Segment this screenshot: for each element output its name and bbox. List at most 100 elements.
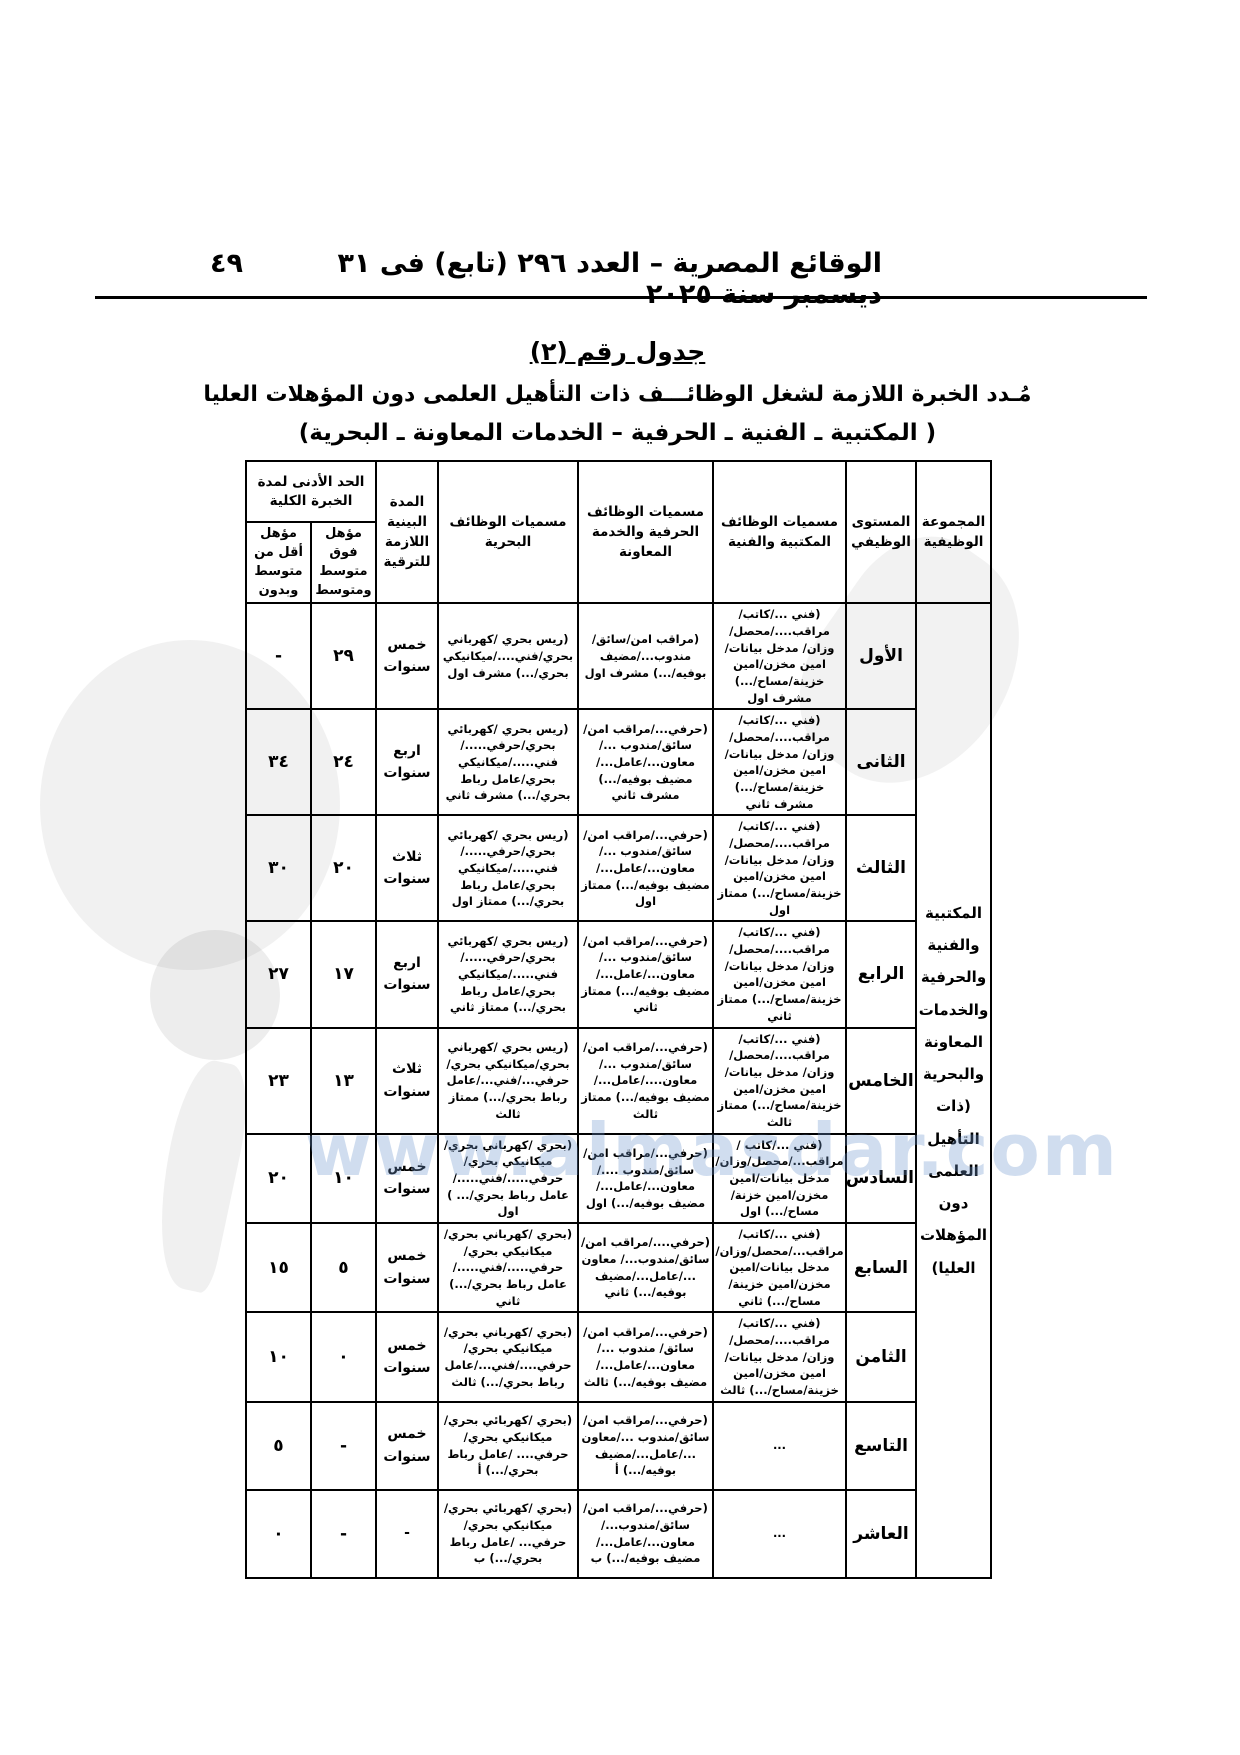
marine-cell: (بحري /كهربائي بحري/ميكانيكي بحري/حرفي..… xyxy=(437,1488,579,1579)
above-mid-cell: - xyxy=(310,1488,377,1579)
craft-cell: (حرفي.../مراقب امن/سائق/مندوب .../معاون.… xyxy=(577,920,714,1029)
office-cell: (فني .../كاتب/مراقب..../محصل/وزان/ مدخل … xyxy=(712,1311,847,1403)
col-header-duration: المدة البينية اللازمة للترقية xyxy=(375,459,439,605)
level-cell: الرابع xyxy=(845,920,917,1029)
below-mid-cell: ١٥ xyxy=(245,1221,312,1314)
col-header-group: المجموعة الوظيفية xyxy=(915,459,992,605)
duration-cell: ثلاث سنوات xyxy=(375,1026,439,1135)
duration-cell: - xyxy=(375,1488,439,1579)
craft-cell: (حرفي.../مراقب امن/سائق/مندوب ..../معاون… xyxy=(577,1132,714,1224)
below-mid-cell: ٠ xyxy=(245,1488,312,1579)
office-cell: ... xyxy=(712,1488,847,1579)
header-rule xyxy=(95,296,1147,299)
duration-cell: ثلاث سنوات xyxy=(375,814,439,923)
col-header-marine: مسميات الوظائف البحرية xyxy=(437,459,579,605)
craft-cell: (حرفي.../مراقب امن/سائق/مندوب .../معاون.… xyxy=(577,1026,714,1135)
table-row: الخامس (فني .../كاتب/مراقب..../محصل/وزان… xyxy=(245,1026,991,1135)
table-row: العاشر ... (حرفي.../مراقب امن/سائق/مندوب… xyxy=(245,1488,991,1579)
above-mid-cell: ١٣ xyxy=(310,1026,377,1135)
office-cell: (فني .../كاتب /مراقب.../محصل/وزان/مدخل ب… xyxy=(712,1132,847,1224)
craft-cell: (مراقب امن/سائق/مندوب.../مضيف بوفيه/...)… xyxy=(577,602,714,711)
craft-cell: (حرفي.../مراقب امن/سائق/مندوب.../ معاون.… xyxy=(577,1488,714,1579)
col-header-craft: مسميات الوظائف الحرفية والخدمة المعاونة xyxy=(577,459,714,605)
header-row-2: مؤهل فوق متوسط ومتوسط مؤهل أقل من متوسط … xyxy=(245,520,991,605)
level-cell: السابع xyxy=(845,1221,917,1314)
below-mid-cell: ٣٤ xyxy=(245,708,312,817)
experience-table: المجموعة الوظيفية المستوى الوظيفي مسميات… xyxy=(245,459,992,1579)
header-row-1: المجموعة الوظيفية المستوى الوظيفي مسميات… xyxy=(245,459,992,605)
craft-cell: (حرفي.../مراقب امن/سائق/مندوب .../معاون … xyxy=(577,1400,714,1491)
below-mid-cell: ٥ xyxy=(245,1400,312,1491)
below-mid-cell: ٣٠ xyxy=(245,814,312,923)
below-mid-cell: ٢٠ xyxy=(245,1132,312,1224)
marine-cell: (ريس بحري /كهربائي بحري/حرفي...../فني...… xyxy=(437,708,579,817)
office-cell: (فني .../كاتب/مراقب..../محصل/وزان/ مدخل … xyxy=(712,1026,847,1135)
table-subtitle-groups: ( المكتبية ـ الفنية ـ الحرفية – الخدمات … xyxy=(298,420,937,446)
group-cell: المكتبية والفنية والحرفية والخدمات المعا… xyxy=(915,602,992,1579)
office-cell: (فني .../كاتب/مراقب..../محصل/وزان/ مدخل … xyxy=(712,602,847,711)
col-header-above-mid: مؤهل فوق متوسط ومتوسط xyxy=(310,520,377,605)
marine-cell: (ريس بحري /كهرباني بحري/ميكانيكي بحري/حر… xyxy=(437,1026,579,1135)
table-row: التاسع ... (حرفي.../مراقب امن/سائق/مندوب… xyxy=(245,1400,991,1491)
below-mid-cell: - xyxy=(245,602,312,711)
watermark-feather-shape xyxy=(141,1055,259,1295)
table-row: المكتبية والفنية والحرفية والخدمات المعا… xyxy=(245,602,992,1579)
above-mid-cell: ٥ xyxy=(310,1221,377,1314)
level-cell: العاشر xyxy=(845,1488,917,1579)
col-header-min-experience: الحد الأدنى لمدة الخبرة الكلية xyxy=(245,460,377,523)
col-header-office: مسميات الوظائف المكتبية والفنية xyxy=(712,459,847,605)
marine-cell: (بحري /كهربائي بحري/ميكانيكي بحري/حرفي..… xyxy=(437,1400,579,1491)
marine-cell: (بحري /كهرباني بحري/ميكانيكي بحري/حرفي..… xyxy=(437,1221,579,1314)
level-cell: الثامن xyxy=(845,1311,917,1403)
table-row: الثانى (فني .../كاتب/مراقب..../محصل/وزان… xyxy=(245,708,991,817)
office-cell: (فني .../كاتب/مراقب..../محصل/وزان/ مدخل … xyxy=(712,920,847,1029)
marine-cell: (ريس بحري /كهربائي بحري/حرفي...../فني...… xyxy=(437,920,579,1029)
above-mid-cell: ١٠ xyxy=(310,1132,377,1224)
marine-cell: (بحري /كهرباني بحري/ميكانيكي بحري/حرفي..… xyxy=(437,1132,579,1224)
duration-cell: اربع سنوات xyxy=(375,708,439,817)
marine-cell: (ريس بحري /كهرباني بحري/فني..../ميكانيكي… xyxy=(437,602,579,711)
gazette-title: الوقائع المصرية – العدد ٢٩٦ (تابع) فى ٣١… xyxy=(337,248,882,310)
craft-cell: (حرفي..../مراقب امن/سائق/مندوب.../ معاون… xyxy=(577,1221,714,1314)
page-number: ٤٩ xyxy=(210,248,243,279)
duration-cell: اربع سنوات xyxy=(375,920,439,1029)
level-cell: الخامس xyxy=(845,1026,917,1135)
col-header-level: المستوى الوظيفي xyxy=(845,459,917,605)
col-header-below-mid: مؤهل أقل من متوسط وبدون xyxy=(245,520,312,605)
marine-cell: (بحري /كهرباني بحري/ميكانيكي بحري/حرفي..… xyxy=(437,1311,579,1403)
craft-cell: (حرفي.../مراقب امن/سائق/مندوب .../معاون.… xyxy=(577,814,714,923)
duration-cell: خمس سنوات xyxy=(375,602,439,711)
office-cell: (فني .../كاتب/مراقب..../محصل/وزان/ مدخل … xyxy=(712,708,847,817)
above-mid-cell: ٢٠ xyxy=(310,814,377,923)
duration-cell: خمس سنوات xyxy=(375,1132,439,1224)
running-header: الوقائع المصرية – العدد ٢٩٦ (تابع) فى ٣١… xyxy=(210,248,882,310)
table-row: الرابع (فني .../كاتب/مراقب..../محصل/وزان… xyxy=(245,920,991,1029)
level-cell: الثالث xyxy=(845,814,917,923)
table-title: جدول رقم (٢) xyxy=(529,337,706,366)
office-cell: ... xyxy=(712,1400,847,1491)
office-cell: (فني .../كاتب/مراقب..../محصل/وزان/ مدخل … xyxy=(712,814,847,923)
marine-cell: (ريس بحري /كهربائي بحري/حرفي...../فني...… xyxy=(437,814,579,923)
level-cell: التاسع xyxy=(845,1400,917,1491)
above-mid-cell: ٢٩ xyxy=(310,602,377,711)
level-cell: الثانى xyxy=(845,708,917,817)
below-mid-cell: ٢٣ xyxy=(245,1026,312,1135)
above-mid-cell: ١٧ xyxy=(310,920,377,1029)
craft-cell: (حرفي.../مراقب امن/سائق/مندوب .../معاون.… xyxy=(577,708,714,817)
above-mid-cell: ٠ xyxy=(310,1311,377,1403)
duration-cell: خمس سنوات xyxy=(375,1221,439,1314)
duration-cell: خمس سنوات xyxy=(375,1400,439,1491)
above-mid-cell: - xyxy=(310,1400,377,1491)
above-mid-cell: ٢٤ xyxy=(310,708,377,817)
level-cell: السادس xyxy=(845,1132,917,1224)
below-mid-cell: ٢٧ xyxy=(245,920,312,1029)
below-mid-cell: ١٠ xyxy=(245,1311,312,1403)
duration-cell: خمس سنوات xyxy=(375,1311,439,1403)
table-row: السادس (فني .../كاتب /مراقب.../محصل/وزان… xyxy=(245,1132,991,1224)
craft-cell: (حرفي.../مراقب امن/سائق/ مندوب .../معاون… xyxy=(577,1311,714,1403)
table-row: الثامن (فني .../كاتب/مراقب..../محصل/وزان… xyxy=(245,1311,991,1403)
table-subtitle: مُـدد الخبرة اللازمة لشغل الوظائـــف ذات… xyxy=(203,382,1032,407)
level-cell: الأول xyxy=(845,602,917,711)
table-row: الثالث (فني .../كاتب/مراقب..../محصل/وزان… xyxy=(245,814,991,923)
